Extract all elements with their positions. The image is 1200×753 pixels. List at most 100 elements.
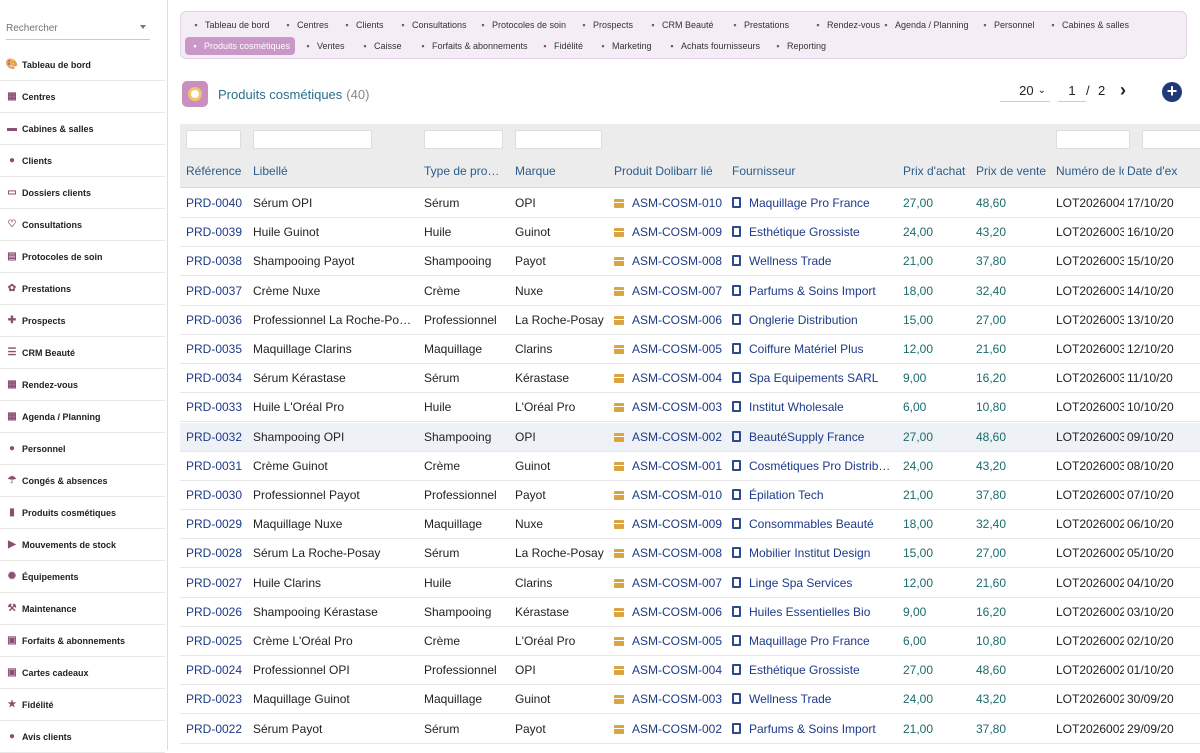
reference-cell[interactable]: PRD-0039 [186, 225, 243, 240]
module-tab[interactable]: ▪ Protocoles de soin [477, 16, 566, 34]
dolibarr-product-link[interactable]: ASM-COSM-007 [614, 576, 726, 590]
supplier-link[interactable]: Wellness Trade [732, 692, 892, 706]
sidebar-item[interactable]: ▣ Cartes cadeaux [0, 657, 165, 689]
sidebar-item[interactable]: ✺ Équipements [0, 561, 165, 593]
page-size-select[interactable]: 20 ⌄ [1000, 80, 1050, 102]
module-tab[interactable]: ▪ Ventes [302, 37, 344, 55]
supplier-link[interactable]: Institut Wholesale [732, 400, 892, 414]
module-tab[interactable]: ▪ Clients [341, 16, 383, 34]
reference-cell[interactable]: PRD-0029 [186, 517, 243, 532]
dolibarr-product-link[interactable]: ASM-COSM-009 [614, 517, 726, 531]
dolibarr-product-link[interactable]: ASM-COSM-009 [614, 225, 726, 239]
sidebar-item[interactable]: ☰ CRM Beauté [0, 337, 165, 369]
sidebar-item[interactable]: ▭ Dossiers clients [0, 177, 165, 209]
sidebar-item[interactable]: ✿ Prestations [0, 273, 165, 305]
chevron-down-icon[interactable] [140, 25, 146, 29]
table-row[interactable]: PRD-0036 Professionnel La Roche-Po… Profes… [180, 306, 1200, 335]
supplier-link[interactable]: Parfums & Soins Import [732, 284, 892, 298]
column-filter-input[interactable] [186, 130, 241, 149]
sidebar-item[interactable]: 🎨 Tableau de bord [0, 49, 165, 81]
dolibarr-product-link[interactable]: ASM-COSM-001 [614, 459, 726, 473]
table-row[interactable]: PRD-0031 Crème Guinot Crème Guinot ASM-COSM-… [180, 452, 1200, 481]
dolibarr-product-link[interactable]: ASM-COSM-004 [614, 663, 726, 677]
module-tab[interactable]: ▪ Cabines & salles [1047, 16, 1129, 34]
table-row[interactable]: PRD-0022 Sérum Payot Sérum Payot ASM-COSM-00… [180, 715, 1200, 744]
module-tab[interactable]: ▪ CRM Beauté [647, 16, 713, 34]
module-tab[interactable]: ▪ Agenda / Planning [880, 16, 968, 34]
supplier-link[interactable]: Maquillage Pro France [732, 196, 892, 210]
sidebar-item[interactable]: ▬ Cabines & salles [0, 113, 165, 145]
dolibarr-product-link[interactable]: ASM-COSM-005 [614, 342, 726, 356]
column-filter-input[interactable] [515, 130, 602, 149]
module-tab[interactable]: ▪ Reporting [772, 37, 826, 55]
reference-cell[interactable]: PRD-0031 [186, 458, 243, 473]
supplier-link[interactable]: Parfums & Soins Import [732, 722, 892, 736]
reference-cell[interactable]: PRD-0026 [186, 604, 243, 619]
dolibarr-product-link[interactable]: ASM-COSM-010 [614, 196, 726, 210]
sidebar-item[interactable]: ★ Fidélité [0, 689, 165, 721]
reference-cell[interactable]: PRD-0028 [186, 546, 243, 561]
supplier-link[interactable]: Coiffure Matériel Plus [732, 342, 892, 356]
sidebar-search[interactable] [6, 18, 150, 40]
supplier-link[interactable]: Wellness Trade [732, 254, 892, 268]
page-number-input[interactable]: 1 [1058, 80, 1086, 102]
supplier-link[interactable]: Linge Spa Services [732, 576, 892, 590]
sidebar-item[interactable]: ▶ Mouvements de stock [0, 529, 165, 561]
supplier-link[interactable]: Mobilier Institut Design [732, 546, 892, 560]
table-row[interactable]: PRD-0037 Crème Nuxe Crème Nuxe ASM-COSM-007 P… [180, 277, 1200, 306]
sidebar-item[interactable]: ● Clients [0, 145, 165, 177]
module-tab[interactable]: ▪ Prestations [729, 16, 789, 34]
table-row[interactable]: PRD-0030 Professionnel Payot Professionnel… [180, 481, 1200, 510]
column-header[interactable]: Produit Dolibarr lié [614, 164, 713, 178]
dolibarr-product-link[interactable]: ASM-COSM-010 [614, 488, 726, 502]
dolibarr-product-link[interactable]: ASM-COSM-006 [614, 313, 726, 327]
column-header[interactable]: Numéro de lot [1056, 164, 1124, 178]
column-header[interactable]: Type de pro… [424, 164, 500, 178]
dolibarr-product-link[interactable]: ASM-COSM-003 [614, 400, 726, 414]
sidebar-item[interactable]: ♡ Consultations [0, 209, 165, 241]
sidebar-item[interactable]: ● Personnel [0, 433, 165, 465]
column-header[interactable]: Référence [186, 164, 242, 178]
table-row[interactable]: PRD-0033 Huile L'Oréal Pro Huile L'Oréal Pr… [180, 393, 1200, 423]
table-row[interactable]: PRD-0034 Sérum Kérastase Sérum Kérastase ASM… [180, 364, 1200, 394]
table-row[interactable]: PRD-0035 Maquillage Clarins Maquillage Clar… [180, 335, 1200, 364]
sidebar-item[interactable]: ● Avis clients [0, 721, 165, 753]
reference-cell[interactable]: PRD-0022 [186, 721, 243, 736]
sidebar-item[interactable]: ▣ Forfaits & abonnements [0, 625, 165, 657]
dolibarr-product-link[interactable]: ASM-COSM-002 [614, 430, 726, 444]
sidebar-item[interactable]: ✚ Prospects [0, 305, 165, 337]
dolibarr-product-link[interactable]: ASM-COSM-003 [614, 692, 726, 706]
supplier-link[interactable]: Maquillage Pro France [732, 634, 892, 648]
reference-cell[interactable]: PRD-0033 [186, 400, 243, 415]
module-tab[interactable]: ▪ Prospects [578, 16, 633, 34]
reference-cell[interactable]: PRD-0030 [186, 488, 243, 502]
module-tab[interactable]: ▪ Consultations [397, 16, 466, 34]
column-header[interactable]: Prix d'achat [903, 164, 966, 178]
supplier-link[interactable]: BeautéSupply France [732, 430, 892, 444]
table-row[interactable]: PRD-0029 Maquillage Nuxe Maquillage Nuxe ASM… [180, 510, 1200, 540]
column-filter-input[interactable] [1142, 130, 1200, 149]
dolibarr-product-link[interactable]: ASM-COSM-006 [614, 605, 726, 619]
reference-cell[interactable]: PRD-0023 [186, 692, 243, 707]
table-row[interactable]: PRD-0038 Shampooing Payot Shampooing Payot A… [180, 247, 1200, 277]
next-page-icon[interactable]: › [1120, 80, 1126, 100]
table-row[interactable]: PRD-0040 Sérum OPI Sérum OPI ASM-COSM-010 Maq… [180, 189, 1200, 218]
column-header[interactable]: Fournisseur [732, 164, 796, 178]
module-tab[interactable]: ▪ Achats fournisseurs [666, 37, 760, 55]
dolibarr-product-link[interactable]: ASM-COSM-008 [614, 254, 726, 268]
reference-cell[interactable]: PRD-0034 [186, 371, 243, 386]
reference-cell[interactable]: PRD-0040 [186, 196, 243, 210]
module-tab[interactable]: ▪ Caisse [359, 37, 401, 55]
column-header[interactable]: Marque [515, 164, 556, 178]
supplier-link[interactable]: Onglerie Distribution [732, 313, 892, 327]
table-row[interactable]: PRD-0026 Shampooing Kérastase Shampooing Ké… [180, 598, 1200, 627]
reference-cell[interactable]: PRD-0035 [186, 342, 243, 356]
supplier-link[interactable]: Cosmétiques Pro Distrib… [732, 459, 892, 473]
sidebar-item[interactable]: ▦ Rendez-vous [0, 369, 165, 401]
module-tab[interactable]: ▪ Forfaits & abonnements [417, 37, 527, 55]
supplier-link[interactable]: Épilation Tech [732, 488, 892, 502]
sidebar-item[interactable]: ▤ Protocoles de soin [0, 241, 165, 273]
module-tab[interactable]: ▪ Marketing [597, 37, 651, 55]
reference-cell[interactable]: PRD-0024 [186, 663, 243, 678]
dolibarr-product-link[interactable]: ASM-COSM-002 [614, 722, 726, 736]
